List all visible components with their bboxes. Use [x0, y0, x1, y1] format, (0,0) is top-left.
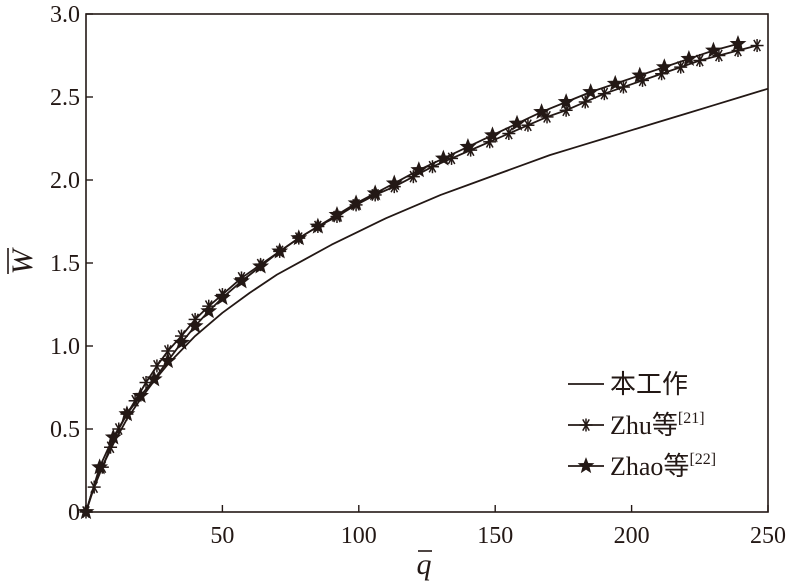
legend-item-zhu: Zhu等[21]	[568, 410, 705, 440]
data-point-star	[118, 405, 136, 422]
x-tick-label: 100	[341, 523, 377, 549]
data-point-asterisk	[445, 151, 459, 165]
data-point-star	[533, 103, 550, 120]
data-point-star	[410, 161, 428, 178]
data-point-star	[309, 217, 327, 234]
data-point-star	[655, 58, 673, 75]
y-tick-label: 1.0	[50, 334, 80, 360]
y-tick-label: 0.5	[50, 417, 80, 443]
data-point-star	[385, 174, 403, 191]
data-point-star	[508, 114, 526, 131]
legend-label-zhu: Zhu等	[610, 411, 678, 440]
x-tick-label: 200	[614, 523, 650, 549]
y-tick-label: 3.0	[50, 2, 80, 28]
y-tick-label: 2.5	[50, 85, 80, 111]
data-point-star	[347, 194, 365, 211]
data-point-asterisk	[87, 480, 101, 494]
data-point-asterisk	[150, 359, 164, 373]
data-point-asterisk	[104, 440, 118, 454]
legend-ref-zhao: [22]	[689, 451, 716, 468]
data-point-star	[366, 184, 384, 201]
data-point-star	[173, 333, 190, 350]
data-point-star	[132, 386, 149, 403]
series-line-1	[85, 87, 769, 513]
x-tick-label: 250	[750, 523, 786, 549]
data-point-star	[434, 149, 452, 166]
legend-asterisk-glyph	[579, 418, 593, 432]
data-point-star	[631, 66, 649, 83]
data-point-asterisk	[674, 60, 688, 74]
series-markers	[77, 35, 764, 520]
series-lines	[85, 43, 769, 513]
data-point-star	[233, 272, 250, 289]
data-point-star	[328, 206, 346, 223]
legend-label-zhu-wrap: Zhu等[21]	[610, 410, 705, 440]
legend-label-zhao-wrap: Zhao等[22]	[610, 451, 716, 481]
data-point-star	[290, 229, 308, 246]
data-point-star	[145, 370, 163, 387]
data-point-asterisk	[578, 95, 592, 109]
data-point-star	[159, 352, 177, 369]
data-point-asterisk	[597, 87, 611, 101]
data-point-star	[606, 74, 624, 91]
data-point-asterisk	[521, 118, 535, 132]
y-tick-label: 0	[68, 500, 80, 526]
data-point-star	[213, 289, 231, 306]
data-point-star	[729, 35, 747, 52]
data-point-star	[680, 49, 698, 66]
data-point-asterisk	[750, 39, 764, 53]
legend-item-zhao: Zhao等[22]	[568, 451, 716, 481]
legend-label-zhao: Zhao等	[610, 452, 689, 481]
data-point-star	[484, 126, 501, 143]
data-point-asterisk	[112, 422, 126, 436]
data-point-star	[104, 428, 122, 445]
data-point-star	[252, 257, 270, 274]
data-point-star	[459, 137, 477, 154]
data-point-star	[271, 242, 289, 259]
y-tick-label: 2.0	[50, 168, 80, 194]
x-tick-label: 50	[210, 523, 234, 549]
data-point-star	[705, 41, 722, 58]
legend: 本工作 Zhu等[21] Zhao等[22]	[568, 370, 716, 481]
data-point-star	[91, 458, 109, 475]
data-point-star	[200, 302, 218, 319]
axis-titles: q W	[6, 247, 432, 581]
x-axis-title-text: q	[417, 548, 432, 581]
axis-ticks: 50 100 150 200 250 0 0.5 1.0 1.5 2.0 2.5 3.0	[50, 2, 786, 549]
data-point-asterisk	[425, 160, 439, 174]
data-point-star	[77, 503, 95, 520]
y-axis-title-text: W	[6, 247, 39, 275]
series-line-3	[85, 43, 739, 513]
y-tick-label: 1.5	[50, 251, 80, 277]
data-point-star	[186, 317, 204, 334]
series-line-2	[85, 44, 758, 513]
data-point-asterisk	[502, 127, 516, 141]
x-tick-label: 150	[477, 523, 513, 549]
legend-star-marker	[577, 457, 595, 474]
legend-star-glyph	[577, 457, 595, 474]
data-point-asterisk	[693, 53, 707, 67]
x-axis-title: q	[417, 548, 432, 581]
legend-ref-zhu: [21]	[678, 410, 705, 427]
data-point-star	[582, 83, 600, 100]
legend-item-main: 本工作	[568, 370, 688, 399]
legend-label-main: 本工作	[610, 370, 688, 399]
data-point-asterisk	[616, 80, 630, 94]
legend-asterisk-marker	[579, 418, 593, 432]
data-point-star	[557, 93, 575, 110]
y-axis-title: W	[6, 247, 39, 275]
